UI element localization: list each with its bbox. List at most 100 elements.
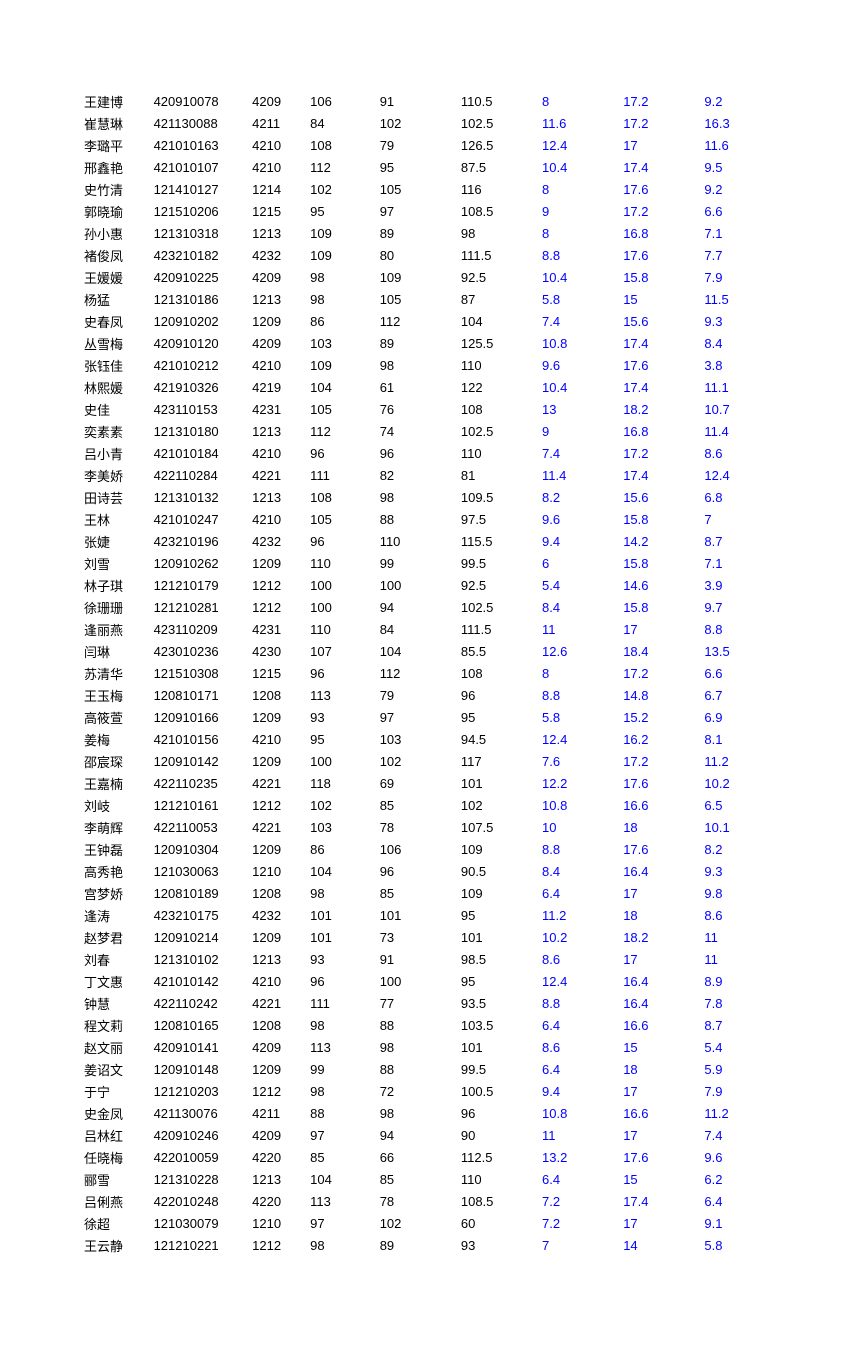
cell-name: 逢丽燕 — [80, 618, 150, 640]
cell-v2: 79 — [376, 134, 457, 156]
cell-v2: 112 — [376, 662, 457, 684]
cell-v4: 9.6 — [538, 354, 619, 376]
cell-v3: 109.5 — [457, 486, 538, 508]
cell-v6: 3.9 — [700, 574, 770, 596]
cell-id: 420910078 — [150, 90, 249, 112]
cell-v5: 14.6 — [619, 574, 700, 596]
cell-v6: 11.2 — [700, 750, 770, 772]
cell-v1: 109 — [306, 244, 376, 266]
table-row: 杨猛 121310186 1213 98 105 87 5.8 15 11.5 — [80, 288, 770, 310]
table-row: 程文莉 120810165 1208 98 88 103.5 6.4 16.6 … — [80, 1014, 770, 1036]
cell-v3: 125.5 — [457, 332, 538, 354]
cell-v5: 16.6 — [619, 1014, 700, 1036]
cell-v6: 9.7 — [700, 596, 770, 618]
cell-v4: 10.4 — [538, 266, 619, 288]
cell-v3: 87 — [457, 288, 538, 310]
cell-v4: 8.6 — [538, 1036, 619, 1058]
cell-v2: 85 — [376, 794, 457, 816]
cell-name: 丁文惠 — [80, 970, 150, 992]
table-row: 张婕 423210196 4232 96 110 115.5 9.4 14.2 … — [80, 530, 770, 552]
cell-name: 崔慧琳 — [80, 112, 150, 134]
cell-id: 121210281 — [150, 596, 249, 618]
cell-code: 1209 — [248, 310, 306, 332]
cell-v3: 102 — [457, 794, 538, 816]
table-row: 刘雪 120910262 1209 110 99 99.5 6 15.8 7.1 — [80, 552, 770, 574]
cell-v4: 12.4 — [538, 970, 619, 992]
table-row: 王云静 121210221 1212 98 89 93 7 14 5.8 — [80, 1234, 770, 1256]
table-row: 王钟磊 120910304 1209 86 106 109 8.8 17.6 8… — [80, 838, 770, 860]
cell-v4: 8.6 — [538, 948, 619, 970]
cell-name: 吕林红 — [80, 1124, 150, 1146]
table-row: 逢涛 423210175 4232 101 101 95 11.2 18 8.6 — [80, 904, 770, 926]
cell-name: 刘岐 — [80, 794, 150, 816]
cell-v3: 108.5 — [457, 200, 538, 222]
cell-v4: 6.4 — [538, 1058, 619, 1080]
cell-code: 4232 — [248, 530, 306, 552]
table-row: 田诗芸 121310132 1213 108 98 109.5 8.2 15.6… — [80, 486, 770, 508]
cell-name: 程文莉 — [80, 1014, 150, 1036]
cell-v1: 110 — [306, 552, 376, 574]
cell-code: 1209 — [248, 750, 306, 772]
cell-code: 4210 — [248, 134, 306, 156]
cell-v1: 106 — [306, 90, 376, 112]
cell-v6: 7.4 — [700, 1124, 770, 1146]
cell-v4: 9.6 — [538, 508, 619, 530]
cell-name: 郦雪 — [80, 1168, 150, 1190]
cell-v2: 78 — [376, 1190, 457, 1212]
cell-code: 1209 — [248, 706, 306, 728]
cell-v1: 112 — [306, 156, 376, 178]
cell-v5: 17.6 — [619, 244, 700, 266]
cell-id: 423110209 — [150, 618, 249, 640]
cell-v5: 16.8 — [619, 420, 700, 442]
cell-id: 420910141 — [150, 1036, 249, 1058]
cell-name: 王媛媛 — [80, 266, 150, 288]
cell-v2: 89 — [376, 222, 457, 244]
cell-v5: 17 — [619, 134, 700, 156]
cell-id: 423210196 — [150, 530, 249, 552]
cell-v3: 60 — [457, 1212, 538, 1234]
cell-v3: 110 — [457, 354, 538, 376]
cell-id: 421010142 — [150, 970, 249, 992]
cell-v2: 98 — [376, 1102, 457, 1124]
cell-v4: 12.2 — [538, 772, 619, 794]
cell-v3: 99.5 — [457, 552, 538, 574]
cell-id: 422010059 — [150, 1146, 249, 1168]
cell-v6: 6.8 — [700, 486, 770, 508]
cell-id: 422110242 — [150, 992, 249, 1014]
cell-code: 4210 — [248, 354, 306, 376]
cell-v2: 82 — [376, 464, 457, 486]
cell-v2: 77 — [376, 992, 457, 1014]
table-row: 闫琳 423010236 4230 107 104 85.5 12.6 18.4… — [80, 640, 770, 662]
cell-v3: 95 — [457, 706, 538, 728]
table-row: 钟慧 422110242 4221 111 77 93.5 8.8 16.4 7… — [80, 992, 770, 1014]
cell-v5: 14.8 — [619, 684, 700, 706]
table-row: 李璐平 421010163 4210 108 79 126.5 12.4 17 … — [80, 134, 770, 156]
cell-v5: 15.6 — [619, 310, 700, 332]
cell-name: 吕俐燕 — [80, 1190, 150, 1212]
cell-v5: 18.2 — [619, 926, 700, 948]
cell-name: 姜诏文 — [80, 1058, 150, 1080]
cell-v5: 15 — [619, 1036, 700, 1058]
cell-name: 宫梦娇 — [80, 882, 150, 904]
cell-v1: 113 — [306, 1036, 376, 1058]
cell-name: 逢涛 — [80, 904, 150, 926]
cell-v6: 3.8 — [700, 354, 770, 376]
cell-v3: 122 — [457, 376, 538, 398]
cell-code: 4210 — [248, 156, 306, 178]
cell-v6: 13.5 — [700, 640, 770, 662]
cell-code: 1209 — [248, 926, 306, 948]
cell-v4: 13 — [538, 398, 619, 420]
cell-v5: 17.6 — [619, 178, 700, 200]
table-row: 史春凤 120910202 1209 86 112 104 7.4 15.6 9… — [80, 310, 770, 332]
cell-v5: 17 — [619, 1124, 700, 1146]
cell-v6: 8.2 — [700, 838, 770, 860]
cell-id: 423210182 — [150, 244, 249, 266]
cell-v1: 98 — [306, 1014, 376, 1036]
cell-v5: 17.2 — [619, 112, 700, 134]
cell-name: 高筱萱 — [80, 706, 150, 728]
cell-v3: 108 — [457, 662, 538, 684]
cell-code: 4210 — [248, 970, 306, 992]
cell-name: 林子琪 — [80, 574, 150, 596]
cell-code: 1215 — [248, 200, 306, 222]
cell-v4: 7.6 — [538, 750, 619, 772]
